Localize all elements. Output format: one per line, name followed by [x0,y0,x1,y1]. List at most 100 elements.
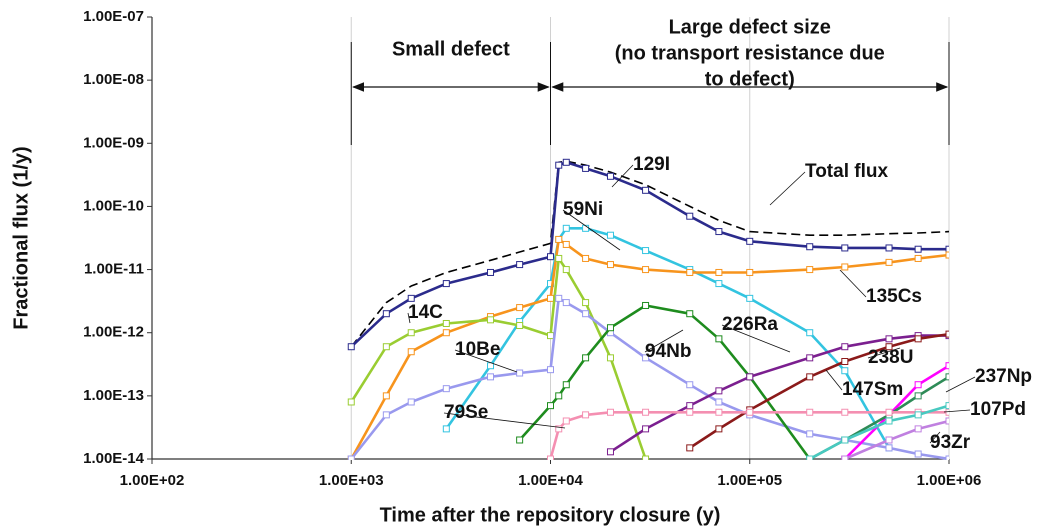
series-marker [582,254,590,262]
series-marker [582,354,590,362]
series-marker [914,425,922,433]
series-marker [516,369,524,377]
x-tick-label: 1.00E+02 [120,472,185,489]
series-marker [347,343,355,351]
series-marker [642,301,650,309]
series-marker [642,186,650,194]
series-marker [686,381,694,389]
series-marker [382,343,390,351]
series-marker [407,329,415,337]
series-line [350,297,949,460]
series-label: Total flux [805,161,888,182]
x-tick-label: 1.00E+04 [518,472,583,489]
series-marker [841,343,849,351]
series-marker [547,455,554,460]
label-leader [945,376,976,393]
label-leader [867,347,901,359]
label-leader [839,269,867,298]
series-label: 135Cs [866,286,922,307]
series-marker [562,266,570,274]
y-tick-label: 1.00E-12 [83,324,144,341]
series-marker [555,392,563,400]
series-marker [746,294,754,302]
series-marker [642,266,650,274]
series-marker [516,261,524,269]
series-marker [547,294,554,302]
y-tick-label: 1.00E-10 [83,197,144,214]
series-marker [347,398,355,406]
label-leader [825,369,843,391]
label-leader [407,312,411,324]
region-label: Large defect size [669,16,831,38]
series-marker [382,392,390,400]
series-marker [806,455,814,460]
series-marker [806,373,814,381]
series-marker [841,244,849,252]
series-marker [562,224,570,232]
series-marker [487,316,495,324]
series-marker [715,408,723,416]
series-marker [442,385,450,393]
series-marker [841,358,849,366]
series-label: 107Pd [970,399,1026,420]
series-marker [885,436,893,444]
series-label: 79Se [444,402,488,423]
series-marker [382,411,390,419]
series-marker [885,343,893,351]
series-marker [806,354,814,362]
series-marker [715,228,723,236]
series-marker [885,335,893,343]
y-tick-label: 1.00E-11 [84,261,144,278]
series-label: 129I [633,154,670,175]
series-marker [914,392,922,400]
series-marker [562,158,570,166]
series-marker [555,161,563,169]
label-leader [721,324,791,353]
series-marker [686,444,694,452]
series-marker [806,408,814,416]
y-tick-label: 1.00E-08 [83,71,144,88]
label-leader [454,349,518,373]
series-marker [715,268,723,276]
label-leader [943,409,971,413]
series-marker [686,408,694,416]
series-marker [945,251,949,259]
series-marker [582,310,590,318]
series-marker [547,253,554,261]
series-marker [407,294,415,302]
region-label: to defect) [705,68,795,90]
series-marker [547,402,554,410]
series-marker [562,417,570,425]
series-marker [746,268,754,276]
series-marker [945,408,949,416]
series-marker [715,280,723,288]
series-marker [516,304,524,312]
series-marker [945,455,949,460]
series-marker [746,237,754,245]
y-axis-title: Fractional flux (1/y) [10,146,32,329]
series-marker [487,268,495,276]
series-marker [516,436,524,444]
series-marker [945,402,949,410]
label-leader [644,329,684,353]
series-marker [914,335,922,343]
series-marker [746,408,754,416]
series-marker [487,373,495,381]
series-line [350,160,949,348]
series-line [609,334,949,453]
series-label: 59Ni [563,199,603,220]
series-marker [606,324,614,332]
series-line [350,257,647,460]
label-leader [929,431,941,444]
series-marker [555,254,563,262]
series-marker [642,425,650,433]
series-marker [606,231,614,239]
x-tick-label: 1.00E+05 [717,472,782,489]
series-marker [841,455,849,460]
series-marker [555,294,563,302]
series-marker [582,164,590,172]
series-marker [606,354,614,362]
label-leader [443,412,566,429]
